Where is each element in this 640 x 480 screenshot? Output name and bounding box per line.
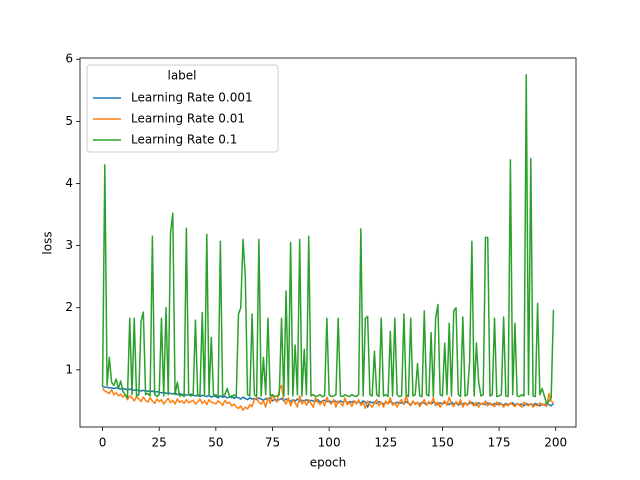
x-tick-label: 25	[152, 436, 167, 450]
x-tick-label: 50	[208, 436, 223, 450]
x-tick-label: 175	[488, 436, 511, 450]
x-tick-label: 75	[265, 436, 280, 450]
x-tick-label: 100	[318, 436, 341, 450]
line-series	[101, 74, 555, 405]
y-tick-label: 2	[65, 300, 73, 314]
legend-label: Learning Rate 0.1	[131, 133, 237, 147]
legend-label: Learning Rate 0.001	[131, 91, 253, 105]
x-tick-label: 200	[544, 436, 567, 450]
y-tick-label: 4	[65, 176, 73, 190]
x-axis-label: epoch	[310, 456, 347, 470]
y-axis-label: loss	[41, 231, 55, 254]
legend-title: label	[167, 69, 196, 83]
x-tick-label: 125	[374, 436, 397, 450]
line-series	[101, 384, 555, 411]
legend-label: Learning Rate 0.01	[131, 112, 245, 126]
axes-frame	[79, 57, 577, 428]
legend-box	[86, 64, 279, 153]
y-tick-label: 3	[65, 238, 73, 252]
x-tick-label: 0	[99, 436, 107, 450]
y-tick-label: 5	[65, 114, 73, 128]
y-tick-label: 6	[65, 52, 73, 66]
x-tick-label: 150	[431, 436, 454, 450]
y-tick-label: 1	[65, 362, 73, 376]
